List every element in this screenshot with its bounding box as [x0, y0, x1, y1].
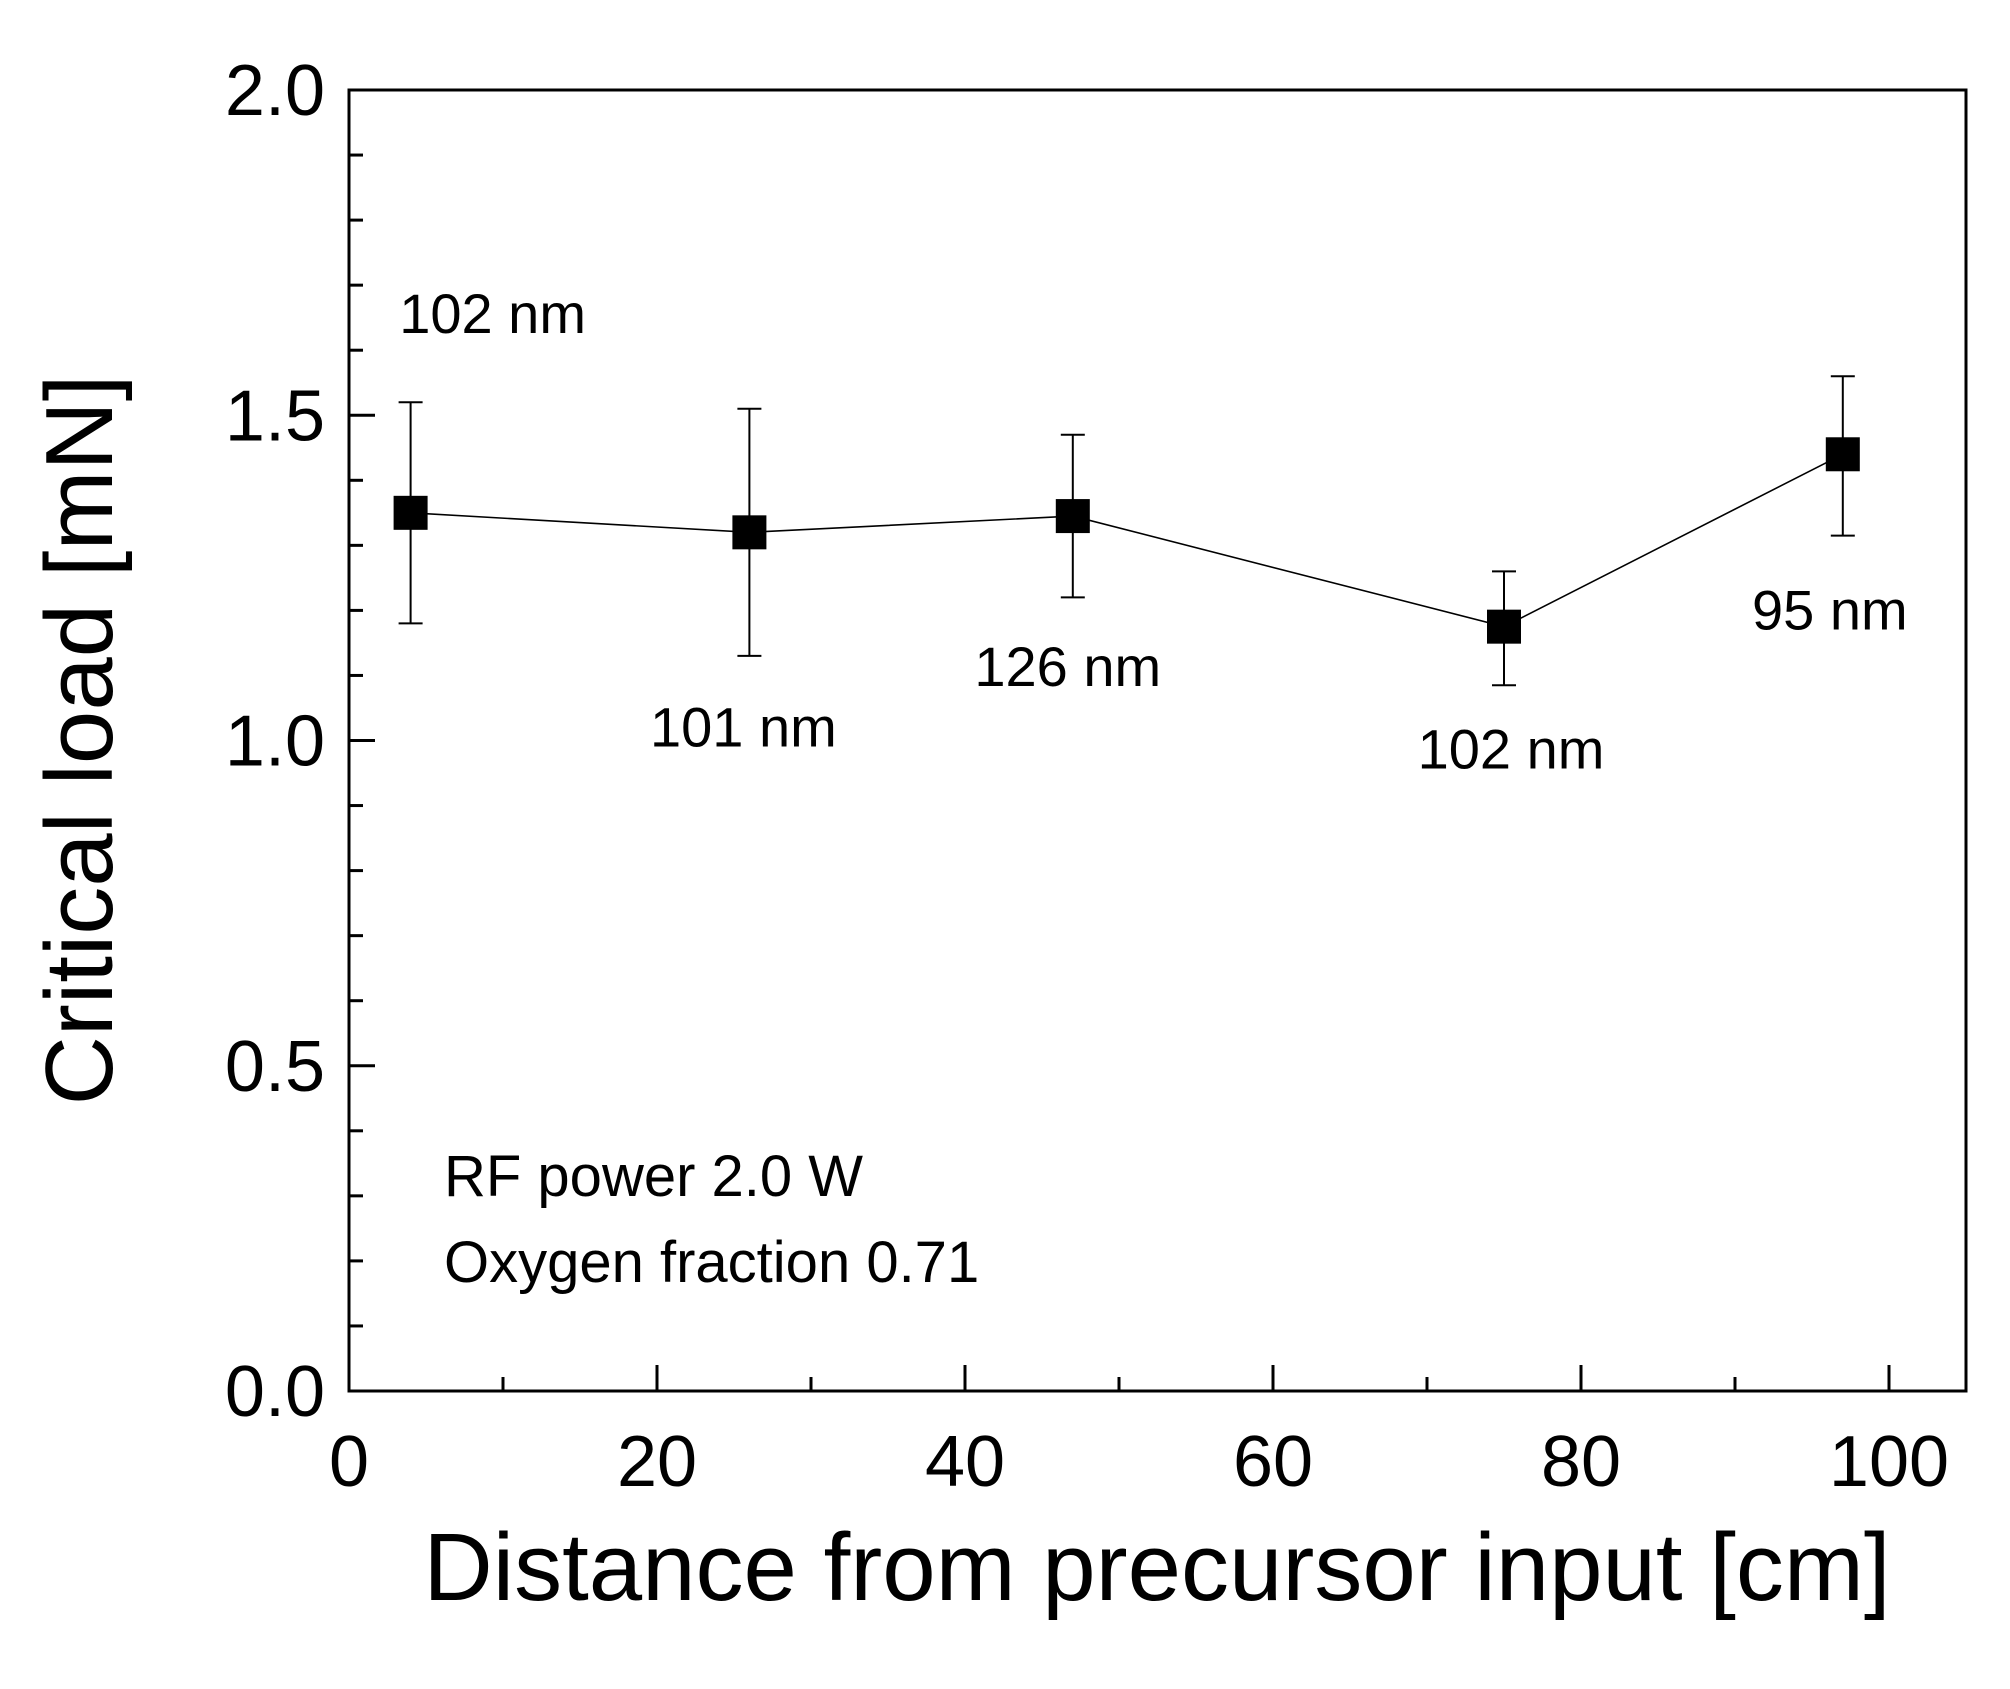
- y-tick-label: 1.0: [225, 702, 325, 782]
- annotation-oxygen-fraction: Oxygen fraction 0.71: [444, 1230, 979, 1295]
- data-point: [1055, 499, 1090, 534]
- annotation-rf-power: RF power 2.0 W: [444, 1144, 863, 1209]
- x-tick-label: 60: [1233, 1422, 1313, 1502]
- x-tick-label: 20: [617, 1422, 697, 1502]
- x-tick-label: 100: [1829, 1422, 1949, 1502]
- x-tick-label: 40: [925, 1422, 1005, 1502]
- y-tick-label: 1.5: [225, 376, 325, 456]
- data-point: [393, 495, 428, 530]
- y-axis-title: Critical load [mN]: [26, 375, 133, 1106]
- data-point: [1487, 609, 1521, 644]
- data-point: [732, 515, 767, 550]
- data-series: [393, 375, 1860, 687]
- data-point: [1825, 437, 1860, 472]
- point-label: 101 nm: [650, 695, 837, 758]
- y-tick-label: 2.0: [225, 51, 325, 131]
- point-label: 102 nm: [1418, 718, 1605, 781]
- y-tick-label: 0.5: [225, 1027, 325, 1107]
- x-tick-label: 80: [1541, 1422, 1621, 1502]
- x-tick-label: 0: [329, 1422, 369, 1502]
- point-label: 126 nm: [974, 635, 1161, 698]
- point-label: 95 nm: [1752, 578, 1908, 641]
- y-tick-label: 0.0: [225, 1352, 325, 1432]
- point-label: 102 nm: [399, 282, 586, 345]
- series-line: [410, 453, 1844, 628]
- point-labels: 102 nm 101 nm 126 nm 102 nm 95 nm: [399, 282, 1907, 781]
- axes: 0 20 40 60 80 100 0.0 0.5 1.0 1.5 2.0: [225, 51, 1949, 1502]
- x-axis-title: Distance from precursor input [cm]: [423, 1514, 1890, 1621]
